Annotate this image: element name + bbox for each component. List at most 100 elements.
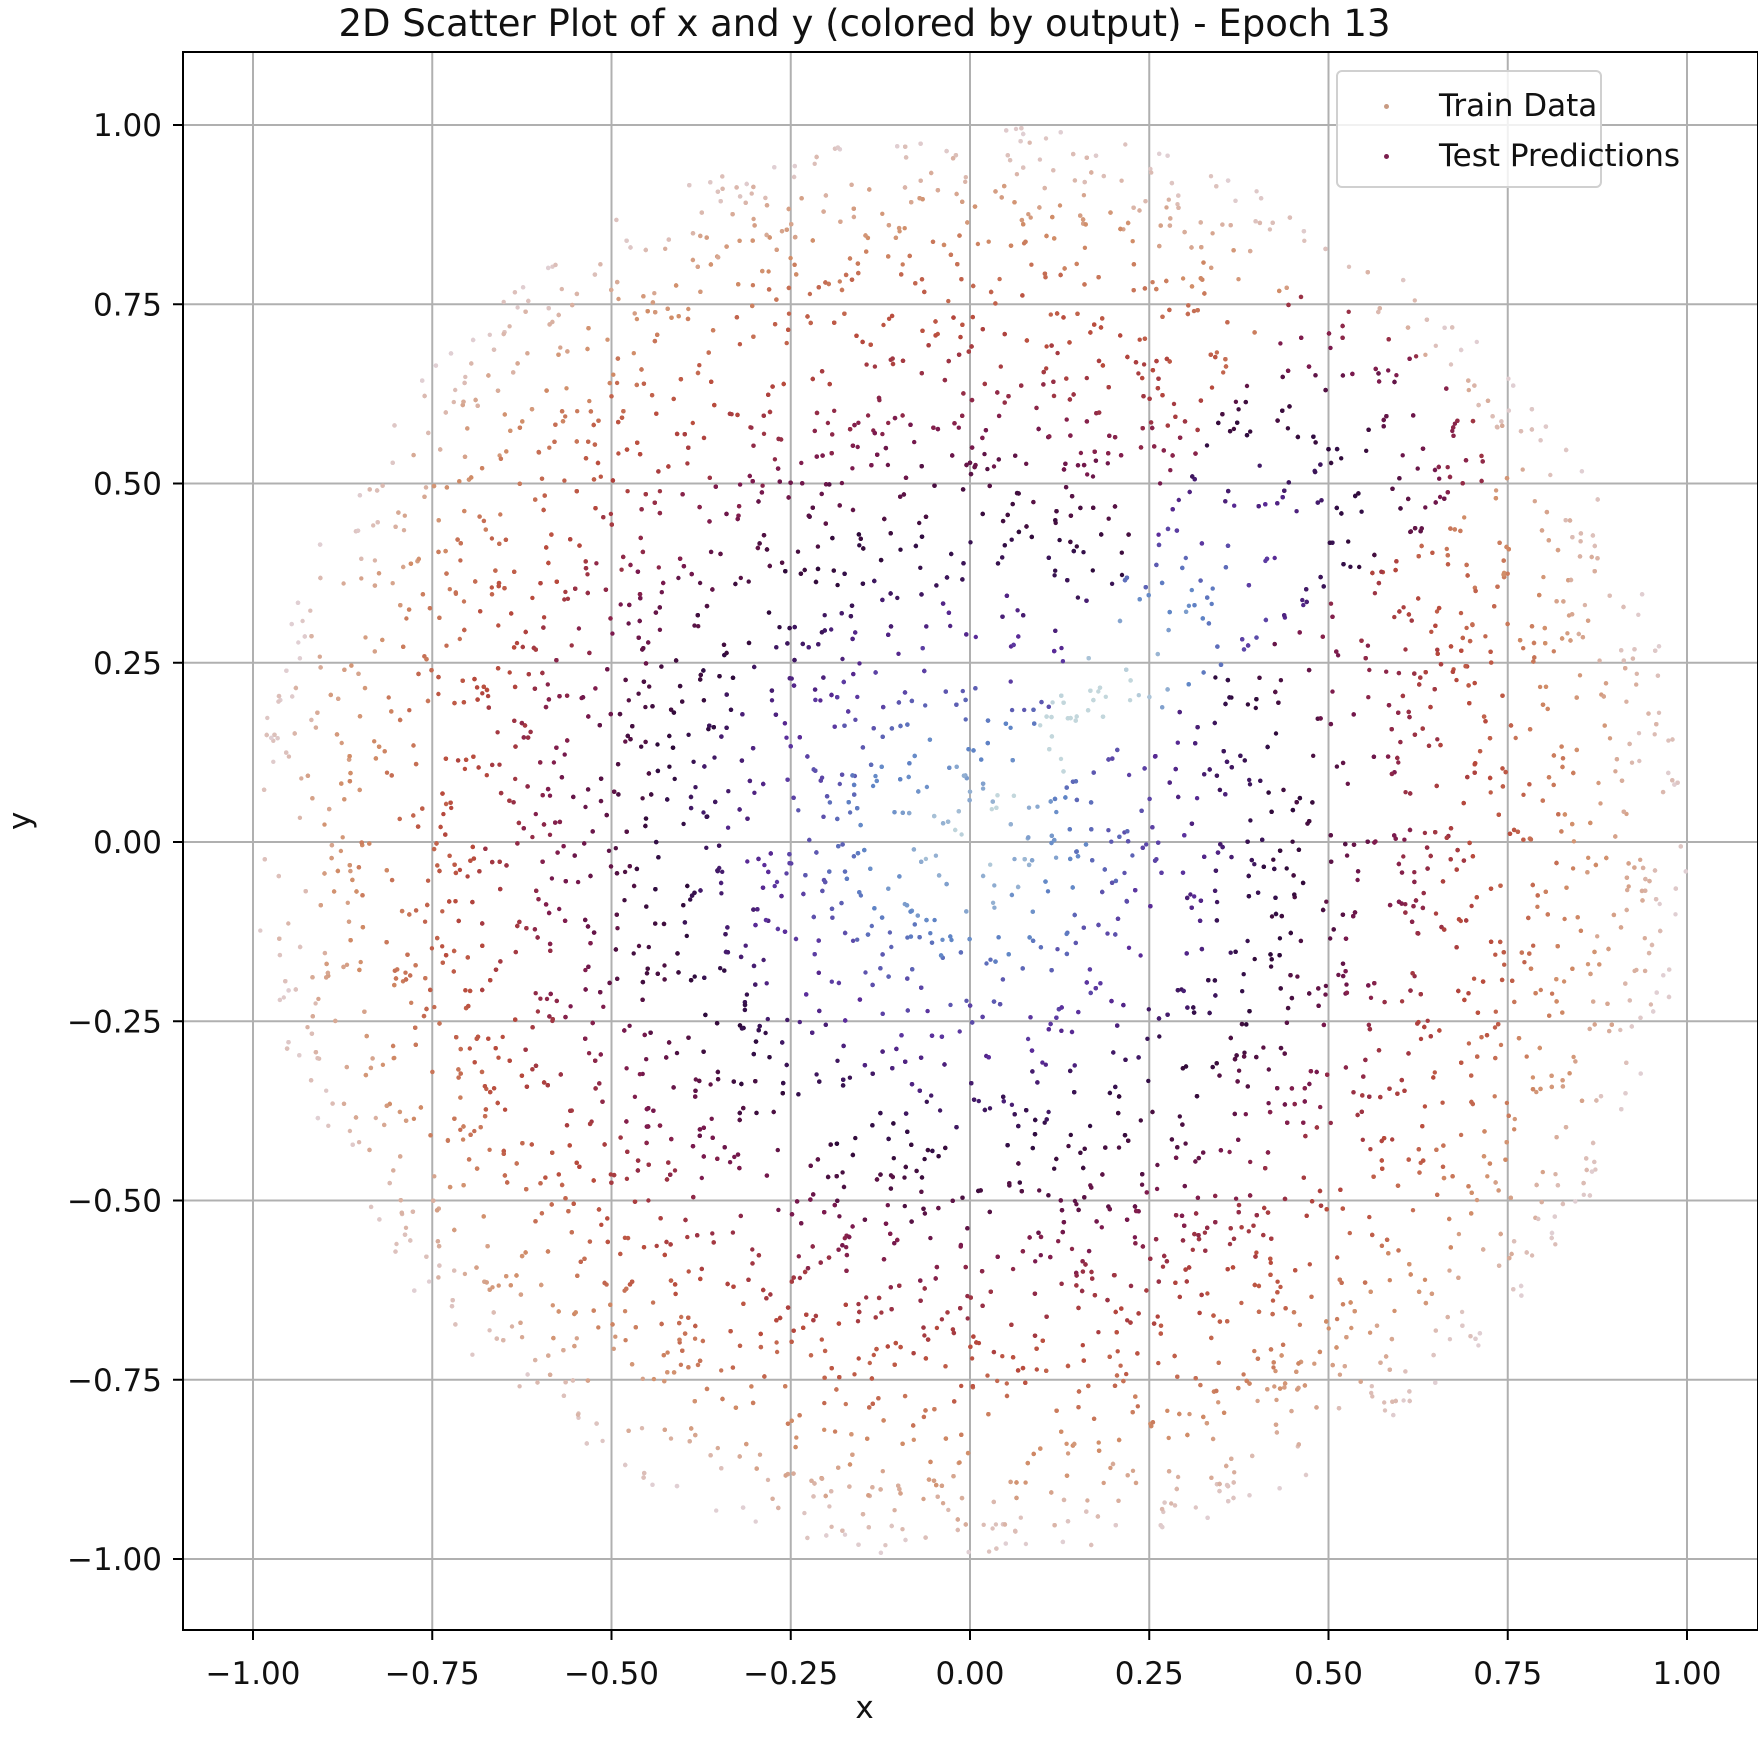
data-point: [565, 596, 571, 601]
data-point: [281, 995, 286, 1000]
data-point: [1023, 461, 1029, 466]
data-point: [1598, 801, 1603, 806]
data-point: [1272, 1384, 1277, 1389]
data-point: [1632, 968, 1637, 974]
data-point: [1400, 453, 1405, 458]
data-point: [1037, 157, 1043, 162]
data-point: [1596, 780, 1601, 786]
data-point: [1064, 931, 1069, 937]
data-point: [1214, 899, 1220, 905]
data-point: [451, 399, 456, 405]
data-point: [737, 342, 743, 347]
data-point: [1106, 516, 1111, 521]
data-point: [1252, 862, 1257, 867]
data-point: [1403, 647, 1408, 652]
data-point: [1433, 343, 1439, 348]
data-point: [640, 1376, 645, 1382]
data-point: [1273, 1368, 1278, 1374]
data-point: [1626, 884, 1631, 889]
data-point: [917, 520, 922, 526]
data-point: [1529, 1253, 1535, 1258]
data-point: [1130, 1468, 1136, 1474]
data-point: [1166, 1435, 1171, 1441]
data-point: [640, 796, 645, 801]
data-point: [992, 883, 997, 888]
data-point: [1625, 887, 1630, 893]
data-point: [1367, 667, 1372, 673]
data-point: [422, 919, 428, 924]
data-point: [749, 191, 754, 196]
data-point: [1183, 555, 1189, 561]
data-point: [547, 793, 553, 798]
data-point: [1346, 539, 1351, 544]
data-point: [258, 928, 263, 933]
data-point: [796, 1254, 801, 1259]
data-point: [1582, 602, 1588, 608]
data-point: [1459, 1309, 1465, 1315]
data-point: [697, 363, 702, 368]
data-point: [727, 1160, 733, 1165]
data-point: [685, 1234, 690, 1240]
data-point: [688, 897, 693, 902]
data-point: [924, 1099, 929, 1105]
data-point: [1577, 673, 1583, 678]
data-point: [429, 946, 435, 951]
data-point: [1081, 550, 1086, 555]
data-point: [372, 558, 378, 563]
data-point: [1103, 694, 1109, 699]
data-point: [1271, 857, 1276, 862]
data-point: [616, 451, 621, 456]
data-point: [937, 1108, 943, 1113]
data-point: [1146, 1007, 1152, 1012]
data-point: [825, 420, 831, 426]
data-point: [1422, 830, 1428, 836]
data-point: [297, 815, 303, 820]
data-point: [544, 996, 550, 1002]
data-point: [1227, 1241, 1233, 1247]
data-point: [751, 216, 756, 222]
data-point: [764, 981, 769, 986]
data-point: [1328, 1120, 1334, 1126]
data-point: [1458, 1132, 1464, 1138]
data-point: [394, 1241, 399, 1247]
data-point: [1522, 960, 1527, 965]
data-point: [1444, 546, 1450, 552]
data-point: [1064, 1441, 1069, 1447]
data-point: [1273, 731, 1279, 736]
data-point: [774, 879, 780, 885]
data-point: [719, 1368, 724, 1373]
data-point: [934, 1325, 940, 1331]
data-point: [441, 811, 446, 817]
data-point: [829, 627, 834, 632]
data-point: [1216, 1400, 1221, 1405]
data-point: [605, 337, 610, 342]
data-point: [496, 623, 501, 628]
data-point: [1085, 472, 1090, 477]
data-point: [286, 754, 292, 759]
data-point: [965, 1293, 970, 1299]
data-point: [614, 380, 620, 386]
data-point: [634, 316, 640, 322]
data-point: [594, 561, 599, 566]
data-point: [1082, 245, 1088, 250]
data-point: [1581, 1192, 1587, 1198]
data-point: [822, 1400, 827, 1406]
data-point: [558, 345, 563, 350]
data-point: [1656, 710, 1662, 715]
data-point: [461, 599, 467, 604]
data-point: [533, 811, 538, 817]
data-point: [829, 1524, 834, 1530]
data-point: [1236, 407, 1241, 412]
data-point: [1072, 1198, 1078, 1204]
data-point: [1302, 238, 1307, 243]
data-point: [1034, 1367, 1040, 1372]
data-point: [984, 961, 989, 966]
data-point: [1096, 689, 1101, 694]
data-point: [1323, 983, 1329, 989]
data-point: [743, 943, 748, 948]
data-point: [1540, 1169, 1546, 1175]
data-point: [744, 992, 750, 997]
data-point: [1636, 731, 1642, 736]
data-point: [732, 1154, 737, 1160]
data-point: [1245, 702, 1251, 707]
